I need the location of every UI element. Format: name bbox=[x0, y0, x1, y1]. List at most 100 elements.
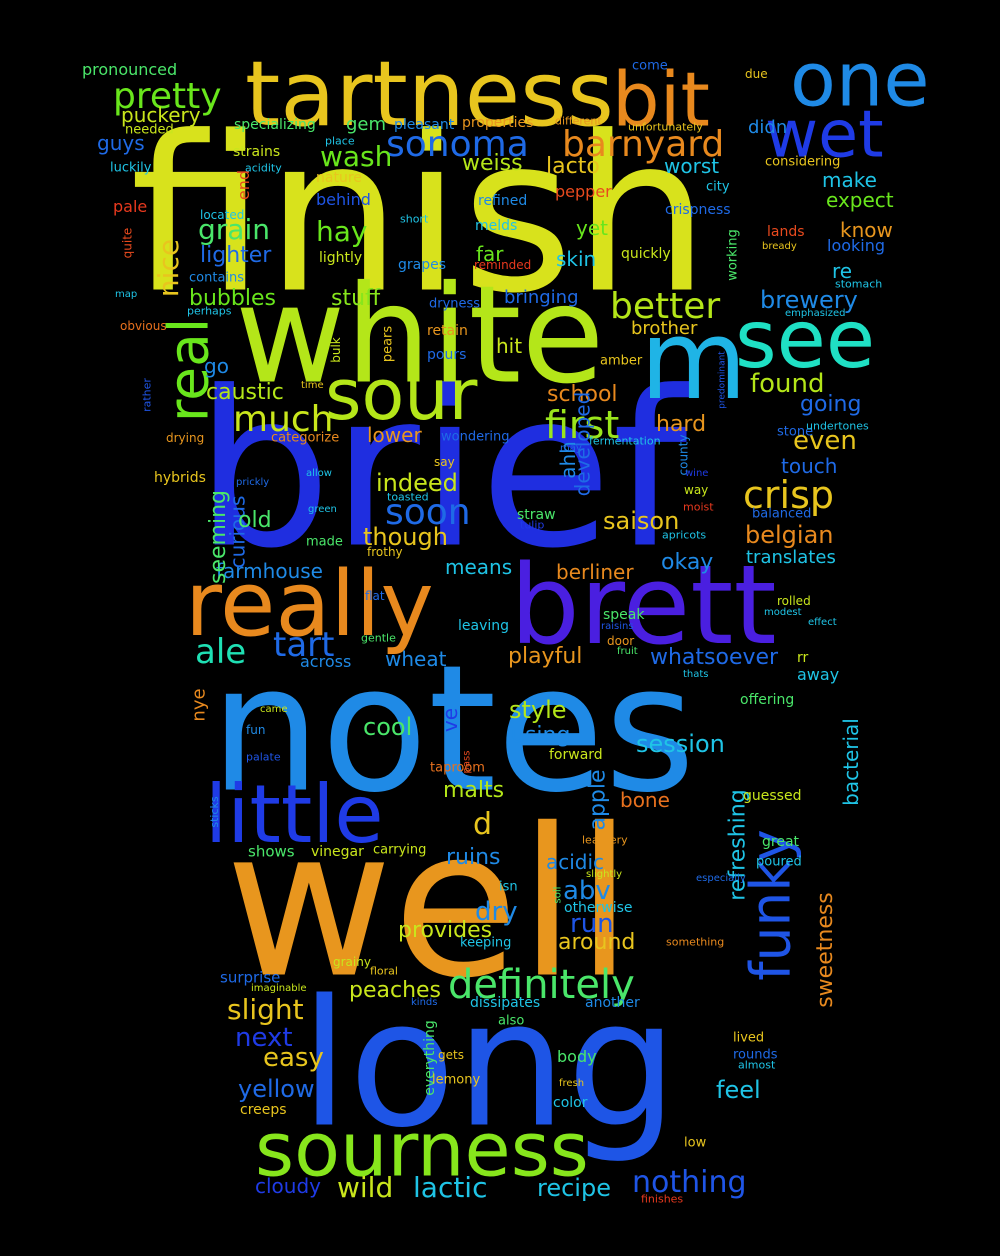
word-acidic: acidic bbox=[546, 850, 605, 874]
word-expect: expect bbox=[826, 188, 894, 212]
word-apple: apple bbox=[585, 769, 611, 831]
word-style: style bbox=[509, 696, 567, 724]
word-bacterial: bacterial bbox=[838, 718, 863, 806]
word-didn: didn bbox=[748, 117, 788, 138]
word-lightly: lightly bbox=[319, 250, 363, 266]
word-toasted: toasted bbox=[387, 490, 429, 504]
word-brother: brother bbox=[631, 318, 698, 339]
word-weiss: weiss bbox=[462, 151, 523, 176]
word-unfortunately: unfortunately bbox=[628, 120, 703, 134]
word-even: even bbox=[793, 426, 857, 456]
word-predominant: predominant bbox=[717, 351, 728, 409]
word-sonoma: sonoma bbox=[386, 124, 529, 165]
word-sourness: sourness bbox=[255, 1105, 589, 1194]
word-wheat: wheat bbox=[385, 647, 447, 671]
word-isn: isn bbox=[499, 879, 518, 895]
word-d: d bbox=[473, 807, 493, 842]
word-creeps: creeps bbox=[240, 1102, 287, 1118]
word-crispness: crispness bbox=[665, 202, 731, 218]
word-come: come bbox=[632, 58, 668, 74]
word-pears: pears bbox=[380, 325, 396, 363]
word-funky: funky bbox=[738, 829, 803, 981]
word-crisp: crisp bbox=[743, 473, 834, 517]
word-grapes: grapes bbox=[398, 257, 447, 273]
word-easy: easy bbox=[263, 1043, 324, 1073]
word-map: map bbox=[115, 289, 138, 300]
word-brief: brief bbox=[195, 344, 688, 596]
word-barnyard: barnyard bbox=[562, 124, 725, 165]
word-pass: pass bbox=[461, 750, 473, 774]
word-palate: palate bbox=[246, 750, 281, 764]
word-lived: lived bbox=[733, 1030, 765, 1046]
word-means: means bbox=[445, 555, 513, 579]
word-belgian: belgian bbox=[745, 521, 834, 549]
word-considering: considering bbox=[765, 154, 841, 170]
word-caustic: caustic bbox=[206, 380, 284, 405]
word-around: around bbox=[558, 930, 636, 955]
word-bringing: bringing bbox=[504, 287, 579, 308]
word-great: great bbox=[762, 834, 800, 850]
word-wild: wild bbox=[337, 1171, 394, 1204]
word-using: using bbox=[511, 723, 571, 748]
word-ve: ve bbox=[438, 707, 463, 733]
word-way: way bbox=[684, 483, 709, 497]
word-know: know bbox=[840, 218, 893, 242]
word-straw: straw bbox=[517, 507, 556, 523]
word-ruins: ruins bbox=[446, 845, 501, 870]
word-gem: gem bbox=[346, 114, 387, 135]
word-notes: notes bbox=[210, 628, 696, 832]
word-soil: soil bbox=[552, 886, 564, 904]
word-forward: forward bbox=[549, 747, 603, 763]
word-flat: flat bbox=[365, 589, 385, 603]
word-carrying: carrying bbox=[373, 842, 427, 858]
word-though: though bbox=[363, 523, 448, 551]
word-cool: cool bbox=[363, 713, 413, 741]
word-see: see bbox=[735, 293, 876, 386]
word-saison: saison bbox=[603, 507, 680, 535]
word-low: low bbox=[684, 1135, 707, 1151]
word-prickly: prickly bbox=[236, 477, 270, 488]
word-located: located bbox=[200, 208, 245, 222]
word-pretty: pretty bbox=[113, 76, 222, 117]
word-fun: fun bbox=[246, 723, 266, 737]
word-specializing: specializing bbox=[234, 117, 316, 133]
word-slightly: slightly bbox=[586, 869, 623, 880]
word-pours: pours bbox=[427, 347, 467, 363]
word-dryness: dryness bbox=[429, 296, 481, 312]
word-stone: stone bbox=[777, 424, 814, 440]
word-nature: nature bbox=[316, 170, 362, 186]
word-quite: quite bbox=[120, 227, 135, 259]
word-kinds: kinds bbox=[411, 997, 438, 1008]
word-taproom: taproom bbox=[430, 760, 485, 776]
word-puckery: puckery bbox=[121, 103, 201, 127]
word-nye: nye bbox=[188, 688, 210, 722]
word-sweetness: sweetness bbox=[812, 892, 838, 1008]
word-definitely: definitely bbox=[448, 962, 635, 1008]
word-behind: behind bbox=[316, 190, 371, 209]
word-due: due bbox=[745, 67, 768, 81]
word-going: going bbox=[800, 392, 862, 417]
word-place: place bbox=[325, 134, 355, 148]
word-also: also bbox=[498, 1013, 525, 1029]
word-pleasant: pleasant bbox=[394, 117, 455, 133]
word-brewery: brewery bbox=[760, 286, 858, 314]
word-make: make bbox=[822, 168, 877, 192]
word-tartness: tartness bbox=[245, 42, 614, 147]
word-raisins: raisins bbox=[601, 621, 634, 632]
word-stuff: stuff bbox=[331, 286, 381, 311]
word-body: body bbox=[557, 1047, 597, 1066]
word-first: first bbox=[545, 403, 620, 447]
word-luckily: luckily bbox=[110, 160, 152, 176]
word-guys: guys bbox=[97, 131, 145, 155]
word-lactic: lactic bbox=[413, 1171, 488, 1204]
word-playful: playful bbox=[508, 644, 583, 669]
word-wondering: wondering bbox=[441, 429, 510, 445]
word-whatsoever: whatsoever bbox=[650, 645, 779, 670]
word-peaches: peaches bbox=[349, 978, 442, 1003]
word-needed: needed bbox=[125, 122, 174, 138]
word-sticks: sticks bbox=[208, 796, 222, 828]
word-floral: floral bbox=[370, 964, 398, 978]
word-thats: thats bbox=[683, 669, 709, 680]
word-color: color bbox=[553, 1095, 588, 1111]
word-one: one bbox=[790, 35, 930, 124]
